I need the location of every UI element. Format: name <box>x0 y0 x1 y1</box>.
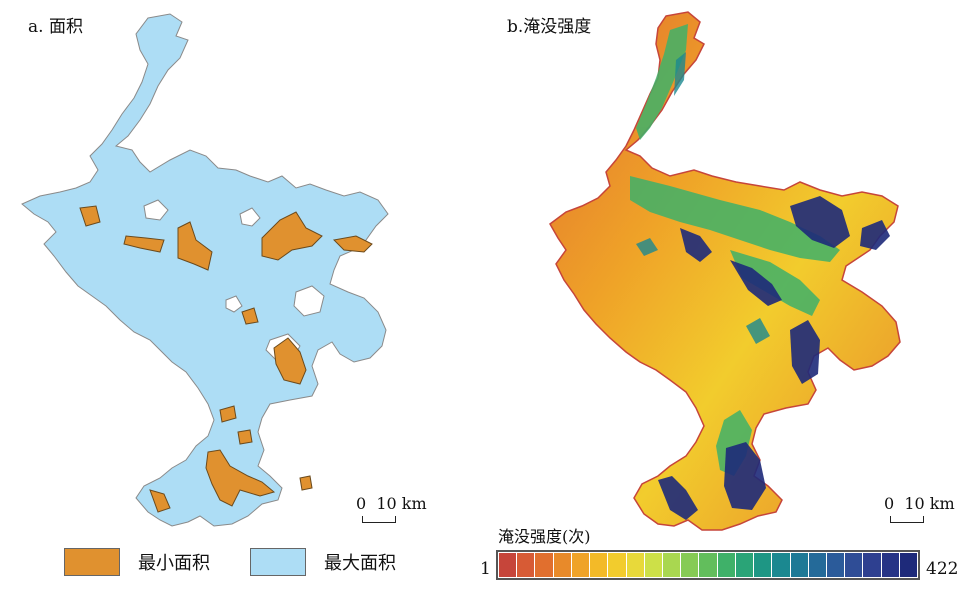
colorbar-cell <box>662 553 681 577</box>
colorbar-cell <box>571 553 590 577</box>
panel-a-scalebar: 0 10 km <box>356 494 427 523</box>
colorbar-cell <box>626 553 644 577</box>
legend-max-area: 最大面积 <box>250 548 396 576</box>
colorbar-cell <box>608 553 626 577</box>
colorbar-cell <box>863 553 881 577</box>
colorbar-cell <box>681 553 699 577</box>
legend-min-area-swatch <box>64 548 120 576</box>
panel-a-map <box>21 13 389 527</box>
colorbar-min-label: 1 <box>480 559 491 579</box>
colorbar-cell <box>899 553 918 577</box>
panel-a-title: a. 面积 <box>28 17 83 37</box>
colorbar-cell <box>754 553 772 577</box>
legend-min-area: 最小面积 <box>64 548 210 576</box>
colorbar-cell <box>845 553 863 577</box>
colorbar-cell <box>517 553 535 577</box>
legend-max-area-swatch <box>250 548 306 576</box>
panel-b-scale-line <box>890 516 924 523</box>
panel-b-scalebar: 0 10 km <box>884 494 955 523</box>
colorbar-cell <box>881 553 899 577</box>
panel-b-title: b.淹没强度 <box>507 17 592 37</box>
panel-a-scale-label: 0 10 km <box>356 494 427 513</box>
colorbar-cell <box>808 553 826 577</box>
colorbar-cell <box>790 553 808 577</box>
panel-b-map <box>549 11 901 531</box>
legend-min-area-label: 最小面积 <box>138 553 210 574</box>
legend-max-area-label: 最大面积 <box>324 553 396 574</box>
colorbar <box>496 550 920 580</box>
intensity-blue-zones <box>658 196 890 520</box>
colorbar-title: 淹没强度(次) <box>498 527 591 546</box>
colorbar-cell <box>735 553 754 577</box>
colorbar-cell <box>590 553 608 577</box>
panel-a-scale-line <box>362 516 396 523</box>
colorbar-cell <box>826 553 845 577</box>
colorbar-cell <box>644 553 662 577</box>
min-area-shapes <box>79 205 373 513</box>
colorbar-cell <box>699 553 717 577</box>
colorbar-cell <box>717 553 735 577</box>
intensity-teal-zones <box>636 52 770 344</box>
colorbar-cell <box>553 553 571 577</box>
colorbar-max-label: 422 <box>926 559 959 579</box>
colorbar-cell <box>772 553 790 577</box>
max-area-shape <box>21 13 389 527</box>
panel-b-scale-label: 0 10 km <box>884 494 955 513</box>
colorbar-cell <box>535 553 553 577</box>
colorbar-cell <box>499 553 517 577</box>
